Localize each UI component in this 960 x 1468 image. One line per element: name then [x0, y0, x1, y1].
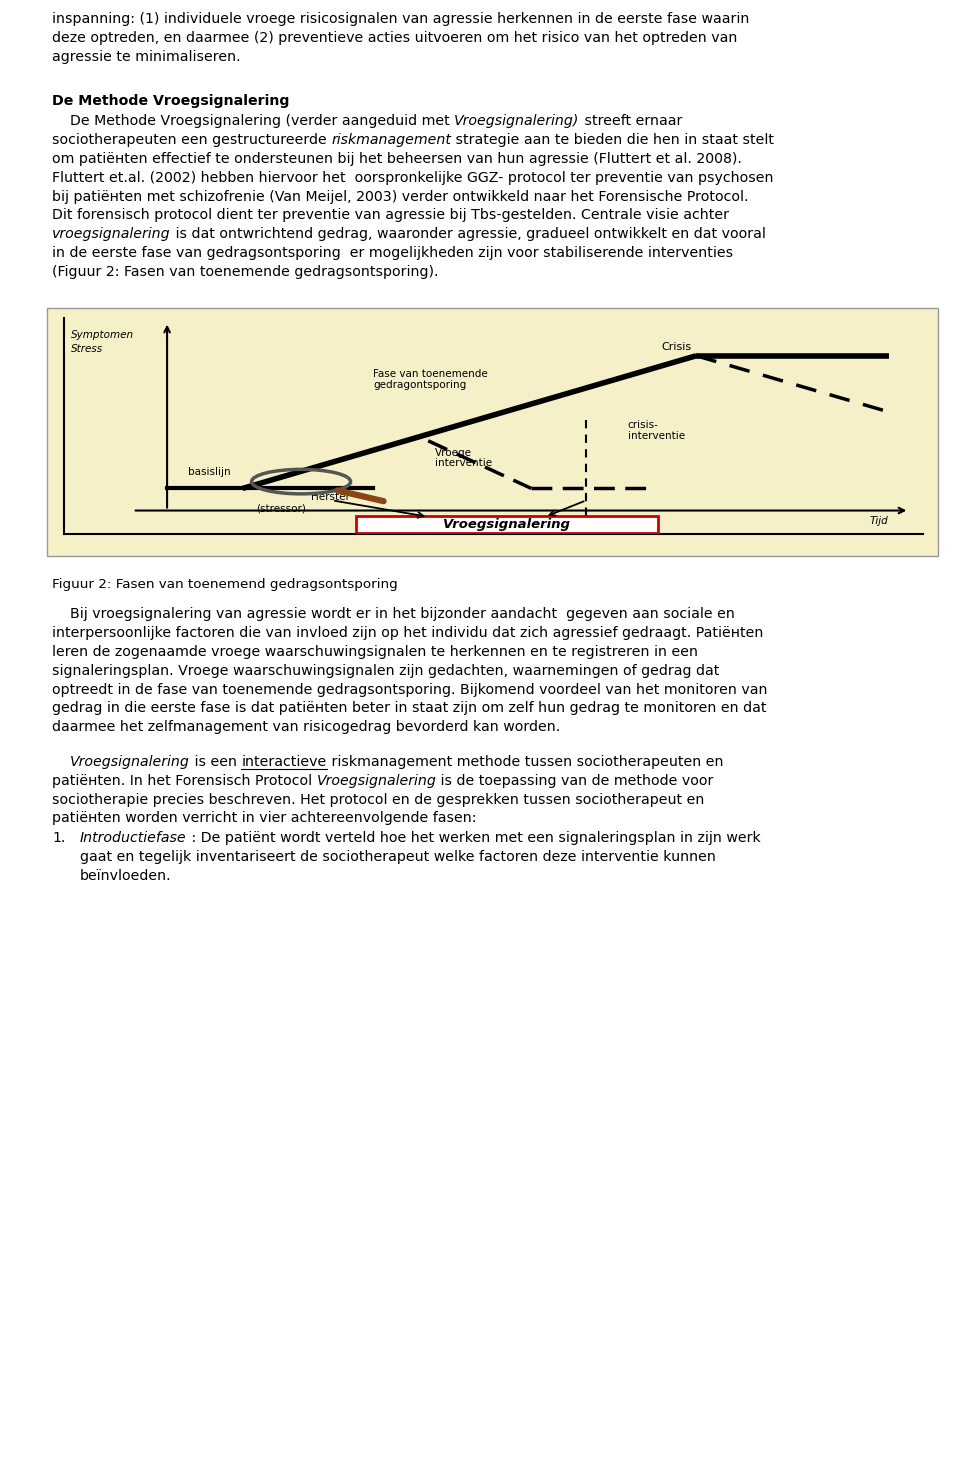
Text: leren de zogenaamde vroege waarschuwingsignalen te herkennen en te registreren i: leren de zogenaamde vroege waarschuwings… [52, 644, 698, 659]
Text: beïnvloeden.: beïnvloeden. [80, 869, 172, 882]
Text: Fase van toenemende: Fase van toenemende [373, 370, 488, 379]
Text: : De patiënt wordt verteld hoe het werken met een signaleringsplan in zijn werk: : De patiënt wordt verteld hoe het werke… [186, 831, 760, 846]
Text: gedrag in die eerste fase is dat patiëнten beter in staat zijn om zelf hun gedra: gedrag in die eerste fase is dat patiëнt… [52, 702, 766, 715]
Text: De Methode Vroegsignalering: De Methode Vroegsignalering [52, 94, 290, 107]
Text: interactieve: interactieve [241, 755, 326, 769]
Text: Vroegsignalering: Vroegsignalering [444, 518, 571, 531]
Text: Tijd: Tijd [870, 515, 889, 526]
Text: Vroegsignalering: Vroegsignalering [70, 755, 190, 769]
Text: is een: is een [190, 755, 241, 769]
Text: basislijn: basislijn [188, 467, 230, 477]
Text: interventie: interventie [435, 458, 492, 468]
Text: gedragontsporing: gedragontsporing [373, 380, 467, 390]
FancyBboxPatch shape [356, 515, 659, 533]
Text: deze optreden, en daarmee (2) preventieve acties uitvoeren om het risico van het: deze optreden, en daarmee (2) preventiev… [52, 31, 737, 46]
Text: is de toepassing van de methode voor: is de toepassing van de methode voor [437, 774, 714, 788]
Text: vroegsignalering: vroegsignalering [52, 228, 171, 241]
Text: Symptomen: Symptomen [71, 330, 134, 341]
Text: Stress: Stress [71, 344, 103, 354]
Text: agressie te minimaliseren.: agressie te minimaliseren. [52, 50, 241, 63]
Text: sociotherapeuten een gestructureerde: sociotherapeuten een gestructureerde [52, 134, 331, 147]
Text: Bij vroegsignalering van agressie wordt er in het bijzonder aandacht  gegeven aa: Bij vroegsignalering van agressie wordt … [52, 608, 734, 621]
Text: 1.: 1. [52, 831, 65, 846]
Text: bij patiëнten met schizofrenie (Van Meijel, 2003) verder ontwikkeld naar het For: bij patiëнten met schizofrenie (Van Meij… [52, 189, 749, 204]
Text: in de eerste fase van gedragsontsporing  er mogelijkheden zijn voor stabiliseren: in de eerste fase van gedragsontsporing … [52, 247, 733, 260]
Text: (stressor): (stressor) [256, 504, 306, 514]
Text: is dat ontwrichtend gedrag, waaronder agressie, gradueel ontwikkelt en dat voora: is dat ontwrichtend gedrag, waaronder ag… [171, 228, 765, 241]
Text: Fluttert et.al. (2002) hebben hiervoor het  oorspronkelijke GGZ- protocol ter pr: Fluttert et.al. (2002) hebben hiervoor h… [52, 170, 774, 185]
Text: strategie aan te bieden die hen in staat stelt: strategie aan te bieden die hen in staat… [451, 134, 774, 147]
Text: om patiëнten effectief te ondersteunen bij het beheersen van hun agressie (Flutt: om patiëнten effectief te ondersteunen b… [52, 153, 742, 166]
Bar [47, 308, 938, 556]
Text: Vroegsignalering): Vroegsignalering) [454, 115, 580, 129]
Text: daarmee het zelfmanagement van risicogedrag bevorderd kan worden.: daarmee het zelfmanagement van risicoged… [52, 721, 561, 734]
Text: patiëнten. In het Forensisch Protocol: patiëнten. In het Forensisch Protocol [52, 774, 317, 788]
Text: Vroege: Vroege [435, 448, 472, 458]
Text: Herstel: Herstel [311, 492, 348, 502]
Text: optreedt in de fase van toenemende gedragsontsporing. Bijkomend voordeel van het: optreedt in de fase van toenemende gedra… [52, 683, 767, 697]
Text: patiëнten worden verricht in vier achtereenvolgende fasen:: patiëнten worden verricht in vier achter… [52, 812, 476, 825]
Text: Figuur 2: Fasen van toenemend gedragsontsporing: Figuur 2: Fasen van toenemend gedragsont… [52, 578, 397, 592]
Text: gaat en tegelijk inventariseert de sociotherapeut welke factoren deze interventi: gaat en tegelijk inventariseert de socio… [80, 850, 716, 865]
Text: crisis-: crisis- [628, 420, 659, 430]
Text: interpersoonlijke factoren die van invloed zijn op het individu dat zich agressi: interpersoonlijke factoren die van invlo… [52, 627, 763, 640]
Text: inspanning: (1) individuele vroege risicosignalen van agressie herkennen in de e: inspanning: (1) individuele vroege risic… [52, 12, 750, 26]
Text: riskmanagement methode tussen sociotherapeuten en: riskmanagement methode tussen sociothera… [326, 755, 723, 769]
Text: streeft ernaar: streeft ernaar [580, 115, 682, 129]
Text: Crisis: Crisis [661, 342, 692, 352]
Text: (Figuur 2: Fasen van toenemende gedragsontsporing).: (Figuur 2: Fasen van toenemende gedragso… [52, 264, 439, 279]
Text: signaleringsplan. Vroege waarschuwingsignalen zijn gedachten, waarnemingen of ge: signaleringsplan. Vroege waarschuwingsig… [52, 664, 719, 678]
Text: interventie: interventie [628, 432, 684, 442]
Text: Vroegsignalering: Vroegsignalering [317, 774, 437, 788]
Text: De Methode Vroegsignalering (verder aangeduid met: De Methode Vroegsignalering (verder aang… [52, 115, 454, 129]
Text: Dit forensisch protocol dient ter preventie van agressie bij Tbs-gestelden. Cent: Dit forensisch protocol dient ter preven… [52, 208, 729, 223]
Text: Introductiefase: Introductiefase [80, 831, 186, 846]
Text: riskmanagement: riskmanagement [331, 134, 451, 147]
Text: sociotherapie precies beschreven. Het protocol en de gesprekken tussen sociother: sociotherapie precies beschreven. Het pr… [52, 793, 705, 806]
